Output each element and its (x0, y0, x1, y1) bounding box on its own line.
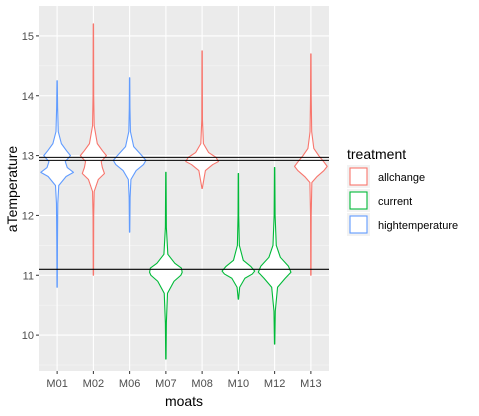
y-tick-label: 15 (22, 31, 34, 43)
x-axis: M01 M02 M06 M07 M08 M10 M12 M13 (46, 371, 322, 390)
violin-m10 (221, 172, 256, 300)
x-tick-label: M12 (264, 378, 285, 390)
x-tick-label: M01 (46, 378, 67, 390)
x-tick-label: M08 (191, 378, 212, 390)
legend-label-allchange: allchange (378, 172, 425, 184)
y-tick-label: 10 (22, 330, 34, 342)
violin-m13 (294, 53, 328, 276)
legend-label-current: current (378, 196, 412, 208)
x-tick-label: M02 (83, 378, 104, 390)
legend-key-current (349, 191, 368, 210)
panel-background (39, 6, 329, 371)
y-tick-label: 11 (23, 270, 34, 282)
y-tick-label: 12 (22, 210, 34, 222)
violin-m07 (149, 171, 183, 360)
legend-title: treatment (347, 146, 406, 162)
violin-m01 (40, 80, 74, 288)
x-axis-title: moats (165, 393, 203, 409)
violin-m06 (112, 77, 147, 233)
y-axis: 10 11 12 13 14 15 (22, 31, 39, 342)
violin-m12 (257, 167, 292, 345)
violin-m02 (79, 23, 107, 276)
y-tick-label: 13 (22, 151, 34, 163)
legend-key-hightemperature (349, 215, 368, 234)
x-tick-label: M06 (119, 378, 140, 390)
legend: treatment allchange current hightemperatur… (347, 146, 458, 236)
minor-gridlines (39, 65, 329, 366)
y-axis-title: aTemperature (4, 146, 20, 233)
x-tick-label: M07 (155, 378, 176, 390)
violins (40, 23, 328, 360)
legend-key-allchange (349, 167, 368, 186)
reference-lines (39, 156, 329, 270)
x-tick-label: M10 (228, 378, 249, 390)
x-tick-label: M13 (300, 378, 321, 390)
violin-m08 (185, 50, 219, 190)
y-tick-label: 14 (22, 91, 34, 103)
legend-label-hightemperature: hightemperature (378, 220, 458, 232)
